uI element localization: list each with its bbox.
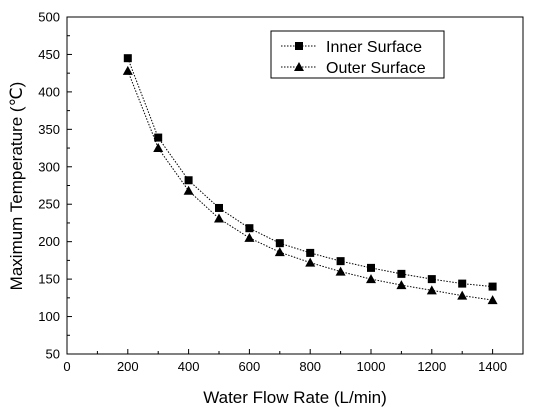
legend-label-inner-surface: Inner Surface xyxy=(326,39,422,56)
series-layer xyxy=(122,54,498,305)
point-outer-surface xyxy=(274,247,285,257)
point-inner-surface xyxy=(397,269,406,278)
y-tick-label: 300 xyxy=(38,159,60,174)
point-inner-surface xyxy=(215,203,223,212)
y-tick-label: 200 xyxy=(38,234,60,249)
point-outer-surface xyxy=(396,280,407,290)
point-outer-surface xyxy=(183,185,194,195)
point-outer-surface xyxy=(122,65,133,75)
x-tick-label: 1000 xyxy=(357,359,386,374)
point-outer-surface xyxy=(487,295,498,305)
point-inner-surface xyxy=(336,257,345,266)
x-axis-ticks: 0 200 400 600 800 1000 1200 1400 xyxy=(63,349,524,374)
x-tick-label: 600 xyxy=(239,359,261,374)
point-outer-surface xyxy=(426,285,437,295)
point-outer-surface xyxy=(335,266,346,276)
x-tick-label: 1200 xyxy=(417,359,446,374)
y-tick-label: 500 xyxy=(38,10,60,25)
point-inner-surface xyxy=(427,275,436,284)
series-outer-surface xyxy=(122,65,498,305)
point-outer-surface xyxy=(244,232,255,242)
point-inner-surface xyxy=(458,279,467,288)
x-tick-label: 200 xyxy=(117,359,139,374)
x-axis-title: Water Flow Rate (L/min) xyxy=(203,388,387,407)
y-tick-label: 450 xyxy=(38,47,60,62)
y-tick-label: 400 xyxy=(38,84,60,99)
y-tick-label: 150 xyxy=(38,272,60,287)
point-outer-surface xyxy=(457,290,468,300)
point-outer-surface xyxy=(214,213,224,223)
y-tick-label: 250 xyxy=(38,197,60,212)
legend: Inner Surface Outer Surface xyxy=(270,30,445,79)
point-inner-surface xyxy=(275,239,284,248)
point-inner-surface xyxy=(488,282,497,291)
y-tick-label: 50 xyxy=(46,347,60,362)
x-tick-label: 800 xyxy=(299,359,321,374)
x-tick-label: 1400 xyxy=(478,359,507,374)
point-inner-surface xyxy=(367,263,375,272)
legend-label-outer-surface: Outer Surface xyxy=(326,60,426,77)
point-inner-surface xyxy=(123,54,132,63)
point-inner-surface xyxy=(154,133,163,142)
point-inner-surface xyxy=(245,224,254,233)
series-inner-surface xyxy=(123,54,497,291)
legend-marker-square xyxy=(295,42,303,50)
x-tick-label: 400 xyxy=(178,359,200,374)
point-inner-surface xyxy=(306,248,315,257)
point-outer-surface xyxy=(366,274,376,284)
y-tick-label: 100 xyxy=(38,309,60,324)
y-axis-title: Maximum Temperature (℃) xyxy=(7,82,26,291)
point-outer-surface xyxy=(153,143,164,153)
y-axis-ticks: 50 100 150 200 250 300 350 400 450 500 xyxy=(38,10,72,362)
y-tick-label: 350 xyxy=(38,122,60,137)
point-inner-surface xyxy=(184,176,193,185)
x-tick-label: 0 xyxy=(63,359,70,374)
point-outer-surface xyxy=(305,257,316,267)
legend-marker-triangle xyxy=(294,62,304,71)
